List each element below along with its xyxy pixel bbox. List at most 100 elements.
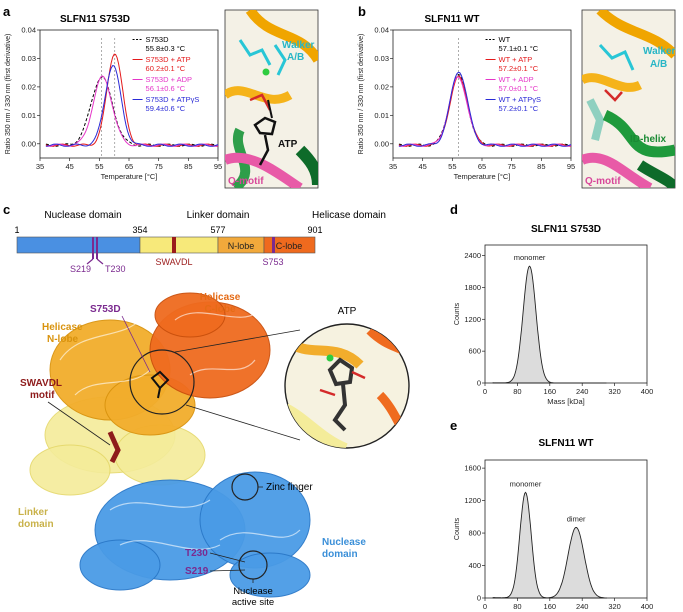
label-linker-1: Linker [18,507,48,518]
site-label-s219: S219 [70,264,91,274]
x-axis-label: Mass [kDa] [547,397,585,406]
chart-e-mass-photometry: 080160240320400040080012001600Mass [kDa]… [454,459,654,611]
x-tick-label: 160 [544,602,557,611]
site-label-t230: T230 [105,264,126,274]
label-nuclease-1: Nuclease [322,537,366,548]
legend-series-name: S753D + ADP [146,75,193,84]
plot-frame [484,244,648,384]
x-tick-label: 95 [214,162,222,171]
panel-letter-b: b [358,4,366,19]
domain-label-helicase: Helicase domain [312,210,386,221]
x-tick-label: 0 [483,602,487,611]
x-tick-label: 55 [448,162,456,171]
y-tick-label: 0.01 [21,111,36,120]
legend-series-value: 57.0±0.1 °C [499,84,539,93]
structure-inset-b: Walker A/B ID-helix Q-motif [581,9,676,189]
inset-a-walker-label: Walker [282,40,315,51]
legend-series-name: WT [499,35,511,44]
x-tick-label: 160 [544,387,557,396]
legend-series-name: S753D + ATPγS [146,95,200,104]
y-axis-label: Ratio 350 nm / 330 nm (first derivative) [358,34,365,155]
panel-letter-a: a [3,4,11,19]
bar-label-nlobe: N-lobe [228,241,255,251]
domain-diagram: Nuclease domain Linker domain Helicase d… [14,210,385,274]
y-axis-label: Counts [454,517,461,540]
y-tick-label: 2400 [464,251,481,260]
bar-nuclease [16,236,141,254]
label-active-site-1: Nuclease [233,586,273,597]
mass-histogram-area [492,265,607,384]
label-s219: S219 [185,566,209,577]
panel-letter-c: c [3,202,10,217]
panel-d-title: SLFN11 S753D [531,224,601,235]
legend-series-value: 55.8±0.3 °C [146,44,186,53]
y-tick-label: 400 [468,561,481,570]
bar-s219-mark [92,237,94,259]
domain-label-nuclease: Nuclease domain [44,210,121,221]
label-swavdl-2: motif [30,390,55,401]
x-axis-label: Temperature [°C] [101,172,158,181]
y-tick-label: 0.04 [374,26,389,35]
series-line-a-2 [45,75,219,147]
x-tick-label: 0 [483,387,487,396]
x-tick-label: 320 [608,387,621,396]
x-tick-label: 45 [65,162,73,171]
y-tick-label: 0.00 [374,139,389,148]
x-tick-label: 80 [513,602,521,611]
y-tick-label: 0.02 [21,82,36,91]
inset-a-walker-ab-label: A/B [287,52,304,63]
protein-structure: ATP Zinc finger Nuclease active site S75… [18,292,410,608]
plot-frame [392,29,572,159]
domain-label-linker: Linker domain [187,210,250,221]
legend-series-value: 60.2±0.1 °C [146,64,186,73]
series-line-b-2 [398,76,572,147]
structure-clobe [149,292,271,399]
bar-clobe [263,236,316,254]
series-line-a-0 [45,76,219,147]
y-tick-label: 600 [468,347,481,356]
label-helicase-n-1: Helicase [42,322,83,333]
y-tick-label: 0 [477,379,481,388]
y-tick-label: 0.03 [21,54,36,63]
series-line-b-3 [398,71,572,147]
chart-b-thermal-shift: 35 45 55 65 75 85 95 0.00 0.01 0.02 0.03 0.04 Temper… [358,26,575,182]
x-tick-label: 85 [184,162,192,171]
peak-label-dimer: dimer [567,514,586,523]
x-tick-label: 240 [576,387,589,396]
x-tick-label: 85 [537,162,545,171]
x-tick-label: 400 [641,387,654,396]
x-tick-label: 75 [507,162,515,171]
y-axis-label: Counts [454,302,461,325]
inset-a-atp-label: ATP [278,139,298,150]
series-line-b-0 [398,74,572,147]
y-tick-label: 0.00 [21,139,36,148]
x-tick-label: 65 [478,162,486,171]
inset-b-walker-ab-label: A/B [650,59,667,70]
label-helicase-n-2: N-lobe [47,334,79,345]
y-tick-label: 0.04 [21,26,36,35]
y-tick-label: 1200 [464,496,481,505]
panel-e-title: SLFN11 WT [538,438,593,449]
x-tick-label: 35 [389,162,397,171]
x-tick-label: 75 [154,162,162,171]
series-line-b-1 [398,75,571,147]
structure-nlobe [49,319,196,436]
y-tick-label: 1200 [464,315,481,324]
position-901: 901 [307,225,322,235]
bar-s753-mark [272,237,275,253]
y-tick-label: 1800 [464,283,481,292]
peak-label-monomer: monomer [510,479,542,488]
legend-series-value: 59.4±0.6 °C [146,104,186,113]
label-s753d: S753D [90,304,121,315]
site-label-swavdl: SWAVDL [155,257,192,267]
x-tick-label: 400 [641,602,654,611]
x-tick-label: 320 [608,602,621,611]
series-line-a-1 [45,53,218,147]
x-axis-label: Temperature [°C] [454,172,511,181]
panel-letter-d: d [450,202,458,217]
site-label-s753: S753 [262,257,283,267]
x-tick-label: 95 [567,162,575,171]
label-helicase-c-2: C-lobe [204,304,236,315]
position-577: 577 [210,225,225,235]
zoom-atp-label: ATP [338,306,357,317]
